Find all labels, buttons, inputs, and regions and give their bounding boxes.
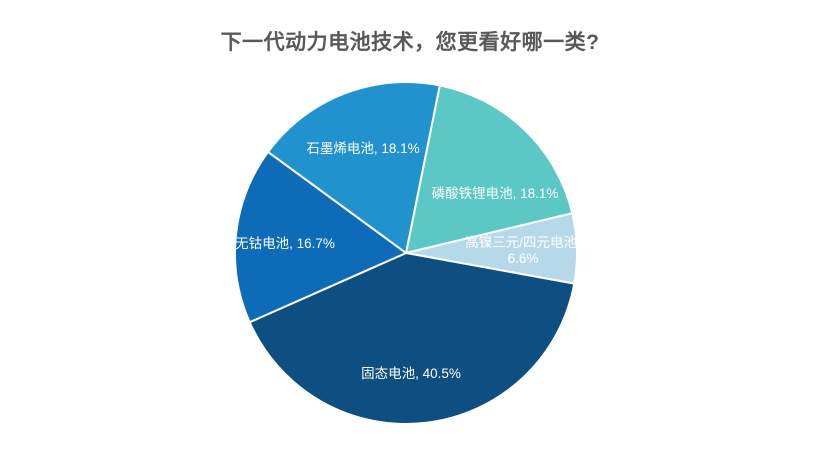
pie-slice-磷酸铁锂电池 [405,84,574,254]
chart-title: 下一代动力电池技术，您更看好哪一类? [220,31,600,54]
pie-slice-石墨烯电池 [267,81,441,254]
pie-slice-无钴电池 [234,150,407,324]
pie-slice-固态电池 [248,252,576,425]
